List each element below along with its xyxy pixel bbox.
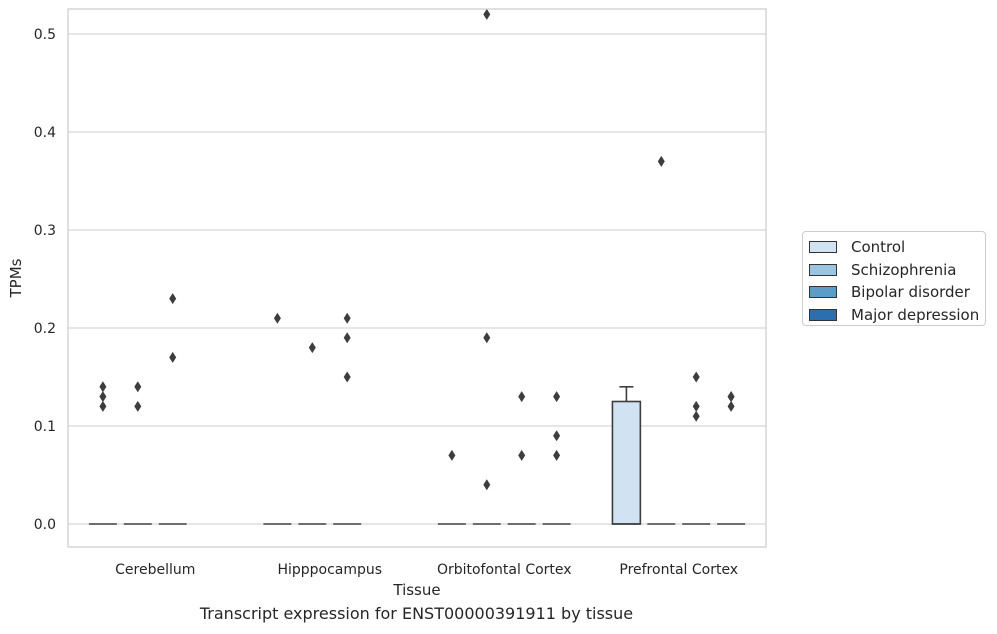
legend-swatch xyxy=(809,308,837,321)
outlier-point xyxy=(483,332,491,344)
outlier-point xyxy=(99,400,107,412)
outlier-point xyxy=(169,293,177,305)
x-axis-label: Tissue xyxy=(392,581,440,599)
outlier-point xyxy=(553,430,561,442)
outlier-point xyxy=(553,391,561,403)
outlier-point xyxy=(343,312,351,324)
outlier-point xyxy=(273,312,281,324)
outlier-point xyxy=(483,8,491,20)
y-tick-label: 0.1 xyxy=(34,419,56,435)
legend-label: Major depression xyxy=(851,305,980,324)
outlier-point xyxy=(308,342,316,354)
outlier-point xyxy=(134,381,142,393)
y-gridlines xyxy=(68,33,766,525)
legend-label: Bipolar disorder xyxy=(851,283,970,302)
box-plot-marks xyxy=(88,8,746,525)
x-tick-label: Prefrontal Cortex xyxy=(619,562,738,578)
y-tick-label: 0.0 xyxy=(34,517,56,533)
x-tick-label: Orbitofontal Cortex xyxy=(437,562,572,578)
box xyxy=(611,400,642,525)
outlier-point xyxy=(553,449,561,461)
x-axis-ticks: Cerebellum Hipppocampus Orbitofontal Corte… xyxy=(115,562,738,578)
outlier-point xyxy=(483,479,491,491)
outlier-point xyxy=(448,449,456,461)
y-tick-label: 0.5 xyxy=(34,27,56,43)
outlier-point xyxy=(657,155,665,167)
outlier-point xyxy=(727,391,735,403)
outlier-point xyxy=(99,381,107,393)
legend-label: Control xyxy=(851,238,906,257)
legend-swatch xyxy=(809,286,837,299)
outlier-point xyxy=(343,332,351,344)
outlier-point xyxy=(343,371,351,383)
y-tick-label: 0.3 xyxy=(34,223,56,239)
y-axis-label: TPMs xyxy=(7,258,25,298)
outlier-point xyxy=(169,351,177,363)
legend-item: Schizophrenia xyxy=(809,259,985,282)
y-tick-label: 0.2 xyxy=(34,321,56,337)
legend-item: Major depression xyxy=(809,304,985,327)
plot-frame xyxy=(67,8,767,548)
legend-swatch xyxy=(809,263,837,276)
legend-item: Bipolar disorder xyxy=(809,281,985,304)
outlier-point xyxy=(692,400,700,412)
chart-title: Transcript expression for ENST0000039191… xyxy=(199,604,634,623)
legend-label: Schizophrenia xyxy=(851,260,957,279)
outlier-point xyxy=(518,391,526,403)
x-tick-label: Hipppocampus xyxy=(277,562,382,578)
legend: Control Schizophrenia Bipolar disorder Majo… xyxy=(802,231,986,326)
outlier-point xyxy=(692,410,700,422)
outlier-point xyxy=(99,391,107,403)
outlier-point xyxy=(518,449,526,461)
outlier-point xyxy=(692,371,700,383)
outlier-point xyxy=(727,400,735,412)
outlier-point xyxy=(134,400,142,412)
y-tick-label: 0.4 xyxy=(34,125,56,141)
legend-swatch xyxy=(809,241,837,254)
y-axis-ticks: 0.0 0.1 0.2 0.3 0.4 0.5 xyxy=(34,27,56,533)
legend-item: Control xyxy=(809,236,985,259)
x-tick-label: Cerebellum xyxy=(115,562,195,578)
